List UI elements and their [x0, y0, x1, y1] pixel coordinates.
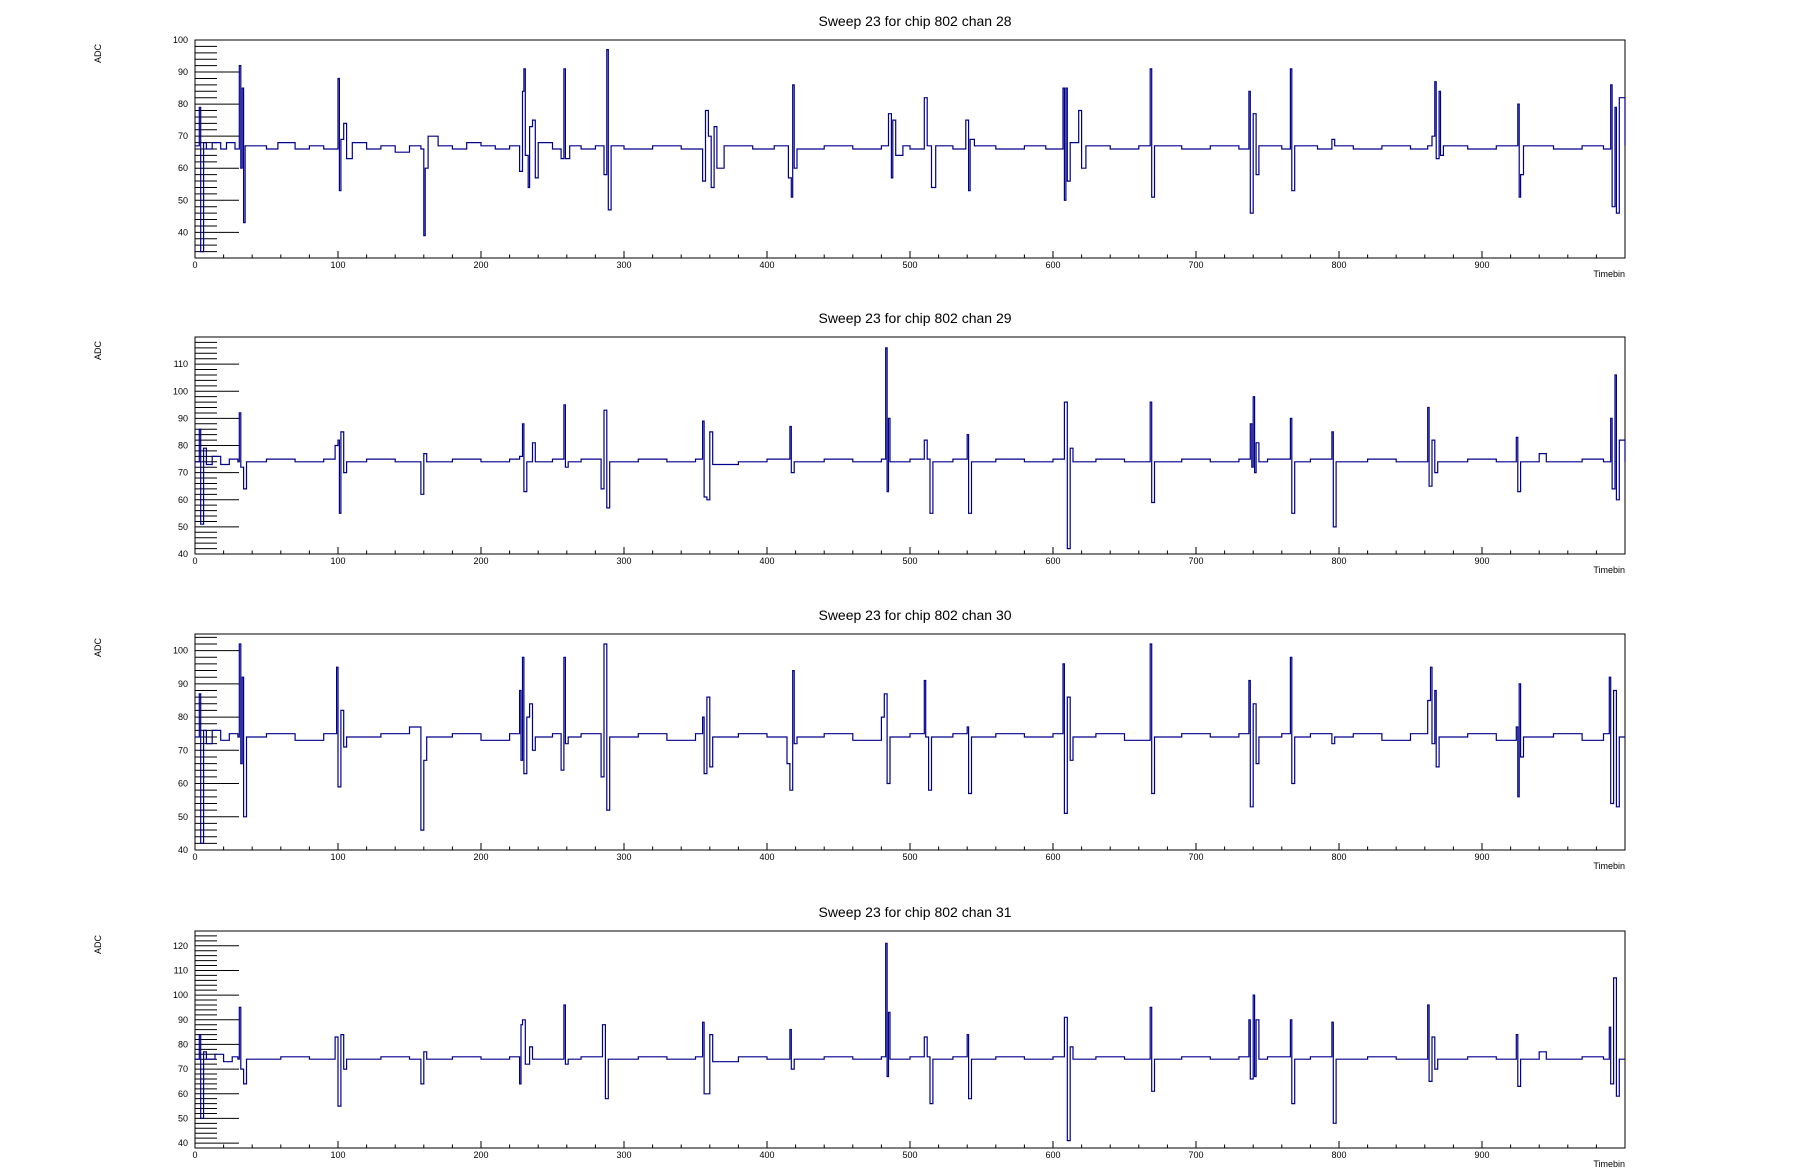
x-tick-label: 700 [1188, 852, 1203, 862]
y-tick-label: 40 [178, 1138, 188, 1148]
chart-title: Sweep 23 for chip 802 chan 29 [818, 310, 1011, 326]
y-tick-label: 90 [178, 413, 188, 423]
x-tick-label: 300 [616, 852, 631, 862]
y-tick-label: 120 [173, 941, 188, 951]
x-tick-label: 0 [192, 556, 197, 566]
x-tick-label: 400 [759, 260, 774, 270]
x-tick-label: 900 [1474, 260, 1489, 270]
x-tick-label: 400 [759, 556, 774, 566]
y-axis-label: ADC [93, 341, 103, 361]
y-tick-label: 110 [174, 965, 188, 975]
chart-title: Sweep 23 for chip 802 chan 30 [818, 607, 1011, 623]
x-tick-label: 700 [1188, 1150, 1203, 1160]
y-axis-label: ADC [93, 935, 103, 955]
adc-trace [195, 643, 1625, 844]
x-tick-label: 200 [473, 556, 488, 566]
adc-trace [195, 347, 1626, 550]
y-tick-label: 100 [173, 35, 188, 45]
y-tick-label: 40 [178, 549, 188, 559]
x-tick-label: 100 [330, 852, 345, 862]
y-tick-label: 50 [178, 522, 188, 532]
x-axis-label: Timebin [1593, 1159, 1625, 1169]
x-tick-label: 600 [1045, 260, 1060, 270]
y-tick-label: 40 [178, 845, 188, 855]
chart-panel-3: Sweep 23 for chip 802 chan 31 ADC Timebin 0… [93, 904, 1626, 1169]
x-tick-label: 800 [1331, 260, 1346, 270]
x-tick-label: 200 [473, 260, 488, 270]
x-tick-label: 300 [616, 260, 631, 270]
x-axis-label: Timebin [1593, 565, 1625, 575]
plot-frame [194, 633, 1626, 851]
y-tick-label: 100 [173, 386, 188, 396]
x-tick-label: 600 [1045, 1150, 1060, 1160]
y-tick-label: 60 [178, 163, 188, 173]
y-axis-label: ADC [93, 638, 103, 658]
x-tick-label: 0 [192, 260, 197, 270]
chart-panel-1: Sweep 23 for chip 802 chan 29 ADC Timebin 0… [93, 310, 1626, 575]
y-tick-label: 50 [178, 1113, 188, 1123]
y-tick-label: 70 [178, 468, 188, 478]
x-tick-label: 100 [330, 556, 345, 566]
x-tick-label: 100 [330, 1150, 345, 1160]
x-tick-label: 200 [473, 1150, 488, 1160]
x-tick-label: 0 [192, 852, 197, 862]
chart-title: Sweep 23 for chip 802 chan 31 [818, 904, 1011, 920]
y-tick-label: 60 [178, 1089, 188, 1099]
y-tick-label: 90 [178, 1015, 188, 1025]
y-tick-label: 60 [178, 495, 188, 505]
y-tick-label: 80 [178, 712, 188, 722]
x-tick-label: 300 [616, 556, 631, 566]
x-tick-label: 500 [902, 556, 917, 566]
x-tick-label: 0 [192, 1150, 197, 1160]
y-tick-label: 70 [178, 745, 188, 755]
chart-panel-0: Sweep 23 for chip 802 chan 28 ADC Timebin 0… [93, 13, 1626, 279]
y-tick-label: 50 [178, 195, 188, 205]
x-tick-label: 800 [1331, 852, 1346, 862]
x-tick-label: 700 [1188, 260, 1203, 270]
y-tick-label: 90 [178, 679, 188, 689]
y-tick-label: 70 [178, 1064, 188, 1074]
x-tick-label: 400 [759, 852, 774, 862]
y-tick-label: 100 [173, 646, 188, 656]
x-tick-label: 900 [1474, 852, 1489, 862]
y-tick-label: 90 [178, 67, 188, 77]
y-tick-label: 70 [178, 131, 188, 141]
chart-panel-2: Sweep 23 for chip 802 chan 30 ADC Timebin 0… [93, 607, 1626, 871]
x-tick-label: 500 [902, 852, 917, 862]
x-tick-label: 900 [1474, 556, 1489, 566]
plot-frame [194, 336, 1626, 555]
x-tick-label: 200 [473, 852, 488, 862]
x-axis-label: Timebin [1593, 861, 1625, 871]
y-tick-label: 100 [173, 990, 188, 1000]
x-tick-label: 800 [1331, 556, 1346, 566]
y-axis-label: ADC [93, 44, 103, 64]
chart-title: Sweep 23 for chip 802 chan 28 [818, 13, 1011, 29]
y-tick-label: 80 [178, 99, 188, 109]
x-tick-label: 800 [1331, 1150, 1346, 1160]
y-tick-label: 110 [174, 359, 188, 369]
x-tick-label: 500 [902, 1150, 917, 1160]
x-tick-label: 400 [759, 1150, 774, 1160]
x-tick-label: 700 [1188, 556, 1203, 566]
x-tick-label: 900 [1474, 1150, 1489, 1160]
x-axis-label: Timebin [1593, 269, 1625, 279]
x-tick-label: 500 [902, 260, 917, 270]
adc-trace [195, 49, 1626, 253]
plot-frame [194, 930, 1626, 1149]
y-tick-label: 80 [178, 1039, 188, 1049]
x-tick-label: 300 [616, 1150, 631, 1160]
x-tick-label: 600 [1045, 556, 1060, 566]
y-tick-label: 40 [178, 227, 188, 237]
y-tick-label: 80 [178, 441, 188, 451]
y-tick-label: 60 [178, 779, 188, 789]
adc-trace [195, 942, 1625, 1142]
y-tick-label: 50 [178, 812, 188, 822]
x-tick-label: 100 [330, 260, 345, 270]
x-tick-label: 600 [1045, 852, 1060, 862]
